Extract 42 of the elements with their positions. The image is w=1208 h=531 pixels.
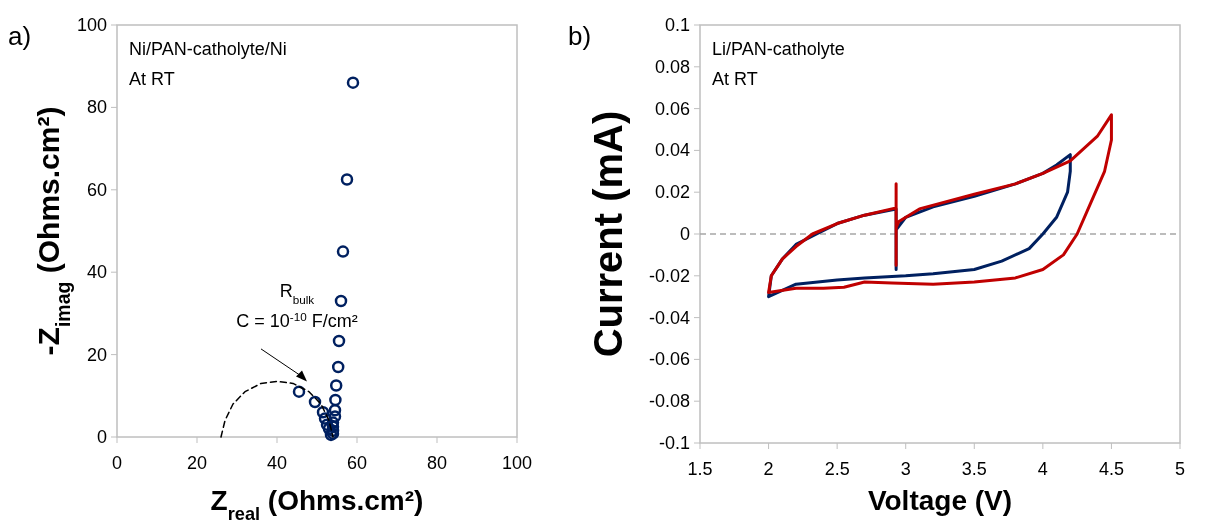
annotation: Ni/PAN-catholyte/Ni (129, 39, 287, 59)
y-tick-label: -0.06 (648, 349, 690, 370)
y-tick-label: -0.02 (648, 265, 690, 286)
y-tick-label: 0.08 (654, 56, 690, 77)
y-tick-label: 0 (96, 427, 107, 447)
y-tick-label: 0 (679, 224, 690, 244)
x-tick-label: 5 (1174, 459, 1186, 479)
y-tick-label: -0.1 (658, 433, 690, 453)
y-tick-label: -0.08 (648, 391, 690, 412)
annotation: C = 10$^{-10}$ F/cm² (236, 309, 358, 331)
x-tick-label: 0 (111, 453, 123, 473)
y-tick-label: 60 (86, 179, 107, 200)
y-tick-label: 20 (86, 344, 107, 365)
chart-title: b) (568, 21, 592, 51)
y-tick-label: 100 (76, 15, 107, 35)
x-tick-label: 1.5 (687, 459, 713, 479)
y-tick-label: 0.1 (664, 15, 690, 35)
annotation: Li/PAN-catholyte (712, 39, 845, 59)
y-tick-label: 0.02 (654, 182, 690, 203)
x-axis-title: Voltage (V) (867, 485, 1013, 516)
x-tick-label: 4 (1037, 459, 1048, 479)
x-tick-label: 2.5 (824, 459, 850, 479)
x-tick-label: 2 (763, 459, 774, 479)
x-tick-label: 80 (426, 453, 448, 473)
y-tick-label: 0.06 (654, 98, 690, 119)
x-tick-label: 100 (501, 453, 533, 473)
x-axis-title: Z$_{real}$ (Ohms.cm²) (210, 485, 424, 524)
y-tick-label: -0.04 (648, 307, 690, 328)
x-tick-label: 3.5 (961, 459, 987, 479)
x-tick-label: 3 (900, 459, 911, 479)
x-tick-label: 20 (186, 453, 208, 473)
y-axis-title: Current (mA) (586, 110, 630, 358)
chart-title: a) (8, 21, 32, 51)
y-tick-label: 40 (86, 262, 107, 283)
x-tick-label: 40 (266, 453, 288, 473)
annotation: At RT (712, 69, 758, 89)
annotation: At RT (129, 69, 175, 89)
y-tick-label: 0.04 (654, 140, 690, 161)
annotation: R$_{bulk}$ (279, 280, 315, 306)
x-tick-label: 60 (346, 453, 368, 473)
y-tick-label: 80 (86, 97, 107, 118)
x-tick-label: 4.5 (1098, 459, 1124, 479)
